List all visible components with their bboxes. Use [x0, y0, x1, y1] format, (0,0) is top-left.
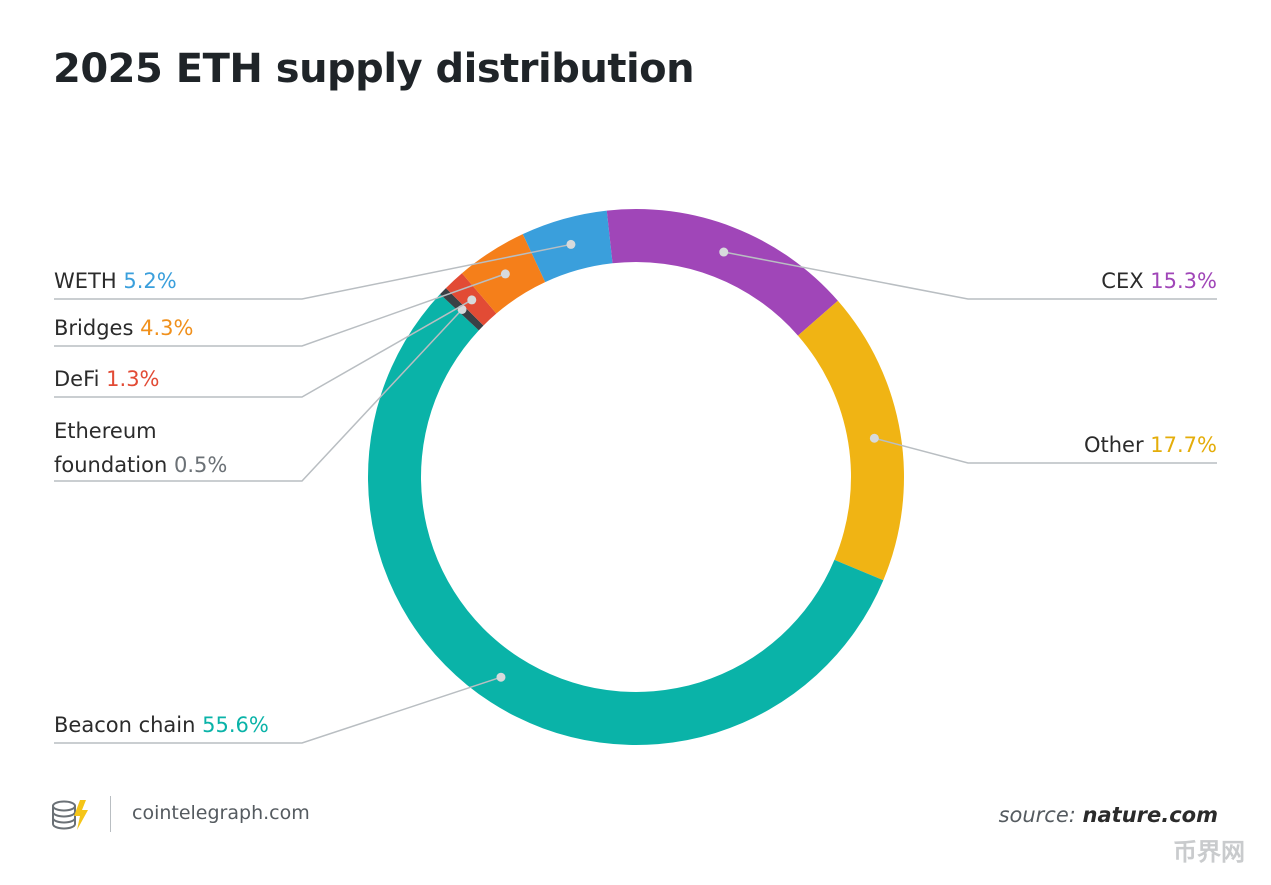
label-foundation-name: foundation — [54, 453, 174, 477]
slice-labels: WETH 5.2% CEX 15.3% Other 17.7% Beacon chai… — [54, 269, 1217, 737]
leader-dot-other — [869, 433, 879, 443]
label-other-value: 17.7% — [1150, 433, 1217, 457]
label-weth-value: 5.2% — [123, 269, 176, 293]
leader-lines — [54, 239, 1217, 744]
watermark: 币界网 — [1173, 838, 1245, 866]
label-weth-name: WETH — [54, 269, 123, 293]
source-prefix: source: — [998, 803, 1076, 827]
leader-dot-cex — [719, 247, 729, 257]
leader-line-beacon — [54, 676, 502, 744]
label-foundation-value: 0.5% — [174, 453, 227, 477]
label-bridges: Bridges 4.3% — [54, 316, 193, 340]
label-foundation: foundation 0.5% — [54, 453, 227, 477]
label-bridges-name: Bridges — [54, 316, 140, 340]
leader-line-defi — [54, 299, 473, 398]
cointelegraph-logo-icon — [50, 796, 90, 834]
label-bridges-value: 4.3% — [140, 316, 193, 340]
leader-line-other — [874, 437, 1217, 464]
label-foundation-line1: Ethereum — [54, 419, 157, 443]
label-other: Other 17.7% — [1084, 433, 1217, 457]
label-defi-name: DeFi — [54, 367, 106, 391]
label-beacon: Beacon chain 55.6% — [54, 713, 269, 737]
leader-dot-weth — [566, 239, 576, 249]
leader-line-foundation — [54, 308, 463, 482]
leader-line-bridges — [54, 273, 506, 347]
label-weth: WETH 5.2% — [54, 269, 177, 293]
label-cex: CEX 15.3% — [1101, 269, 1217, 293]
leader-dot-bridges — [500, 269, 510, 279]
leader-dot-defi — [467, 295, 477, 305]
label-defi-value: 1.3% — [106, 367, 159, 391]
source-domain: nature.com — [1082, 803, 1218, 827]
leader-dot-beacon — [496, 672, 506, 682]
source-note: source: nature.com — [999, 803, 1218, 827]
label-beacon-value: 55.6% — [202, 713, 269, 737]
leader-line-cex — [723, 251, 1217, 300]
label-beacon-name: Beacon chain — [54, 713, 202, 737]
label-defi: DeFi 1.3% — [54, 367, 160, 391]
footer-divider — [110, 796, 111, 832]
slice-other — [797, 300, 904, 581]
label-cex-value: 15.3% — [1150, 269, 1217, 293]
slice-cex — [606, 209, 838, 336]
label-cex-name: CEX — [1101, 269, 1150, 293]
chart-title: 2025 ETH supply distribution — [53, 46, 695, 92]
leader-line-weth — [54, 243, 572, 300]
label-other-name: Other — [1084, 433, 1150, 457]
slice-beacon — [368, 294, 884, 746]
donut-slices — [368, 209, 904, 746]
footer-site-link[interactable]: cointelegraph.com — [132, 802, 310, 824]
